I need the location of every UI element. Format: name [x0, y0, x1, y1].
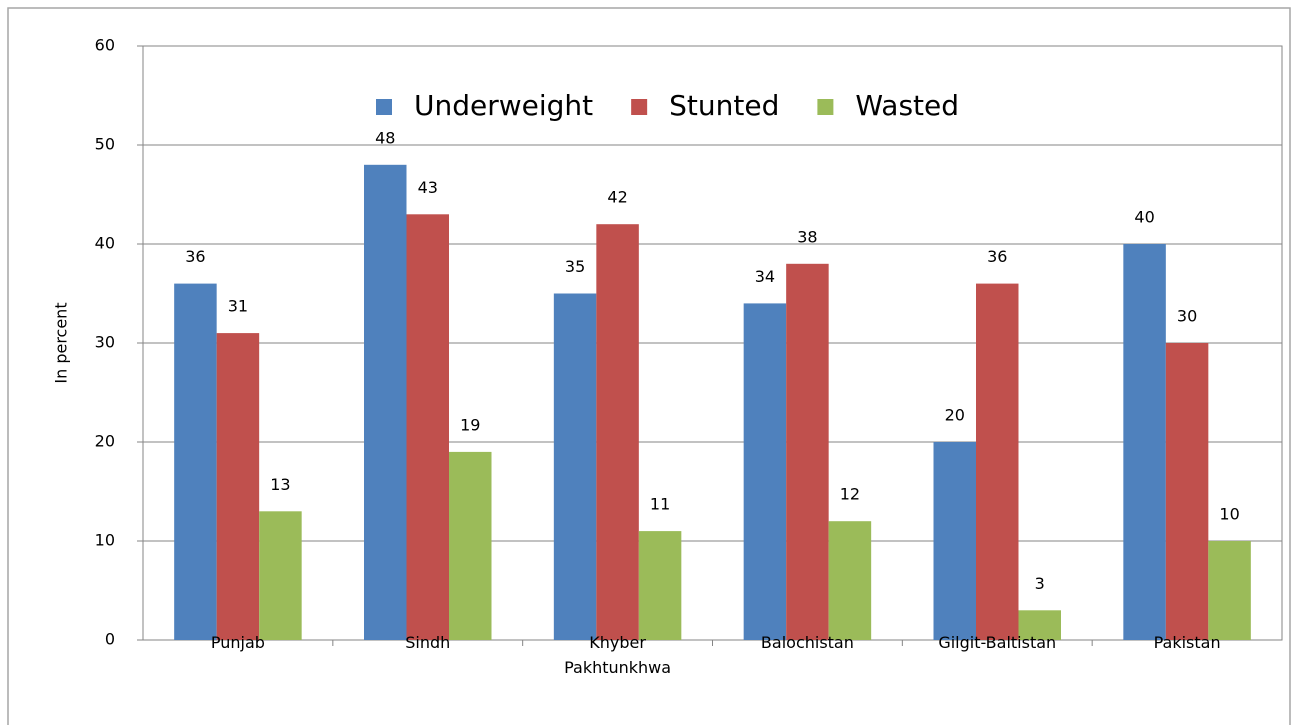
data-label: 11: [650, 495, 670, 514]
data-label: 40: [1134, 208, 1154, 227]
bar: [174, 283, 217, 640]
data-label: 30: [1177, 307, 1197, 326]
legend-label: Underweight: [414, 89, 593, 122]
data-label: 36: [987, 247, 1007, 266]
data-label: 35: [565, 257, 585, 276]
y-tick-label: 40: [95, 234, 115, 253]
legend-swatch: [376, 99, 392, 115]
bar: [933, 442, 976, 640]
bar: [638, 531, 682, 640]
x-tick-label: Khyber Pakhtunkhwa: [564, 633, 672, 677]
y-tick-label: 30: [95, 333, 115, 352]
data-label: 3: [1035, 574, 1045, 593]
bar: [786, 263, 829, 640]
bar: [449, 451, 492, 640]
y-axis-label: In percent: [52, 302, 71, 383]
x-tick-label: Gilgit-Baltistan: [938, 633, 1057, 652]
y-tick-label: 60: [95, 36, 115, 55]
data-label: 34: [755, 267, 775, 286]
data-label: 12: [840, 485, 860, 504]
chart-frame: [7, 7, 1291, 725]
bar: [1123, 244, 1166, 640]
bar: [828, 521, 872, 640]
data-label: 43: [418, 178, 438, 197]
x-tick-label: Sindh: [405, 633, 451, 652]
bar: [1165, 343, 1209, 640]
data-label: 38: [797, 227, 817, 246]
bar: [364, 164, 407, 641]
y-tick-label: 50: [95, 135, 115, 154]
bar: [553, 293, 597, 640]
bar: [259, 511, 302, 640]
legend-label: Stunted: [669, 89, 779, 122]
y-tick-label: 20: [95, 432, 115, 451]
data-label: 20: [945, 406, 965, 425]
data-label: 48: [375, 128, 395, 147]
data-label: 10: [1219, 505, 1239, 524]
y-tick-label: 10: [95, 531, 115, 550]
x-tick-label: Pakistan: [1153, 633, 1221, 652]
bar: [216, 333, 260, 640]
bar: [743, 303, 787, 640]
bar: [406, 214, 449, 641]
data-label: 13: [270, 475, 290, 494]
legend-label: Wasted: [855, 89, 959, 122]
legend-swatch: [631, 99, 648, 115]
legend-swatch: [817, 99, 834, 115]
data-label: 31: [228, 297, 248, 316]
x-tick-label: Punjab: [210, 633, 265, 652]
bar: [1208, 541, 1251, 640]
data-label: 19: [460, 415, 480, 434]
data-label: 36: [185, 247, 205, 266]
bar: [596, 224, 639, 640]
y-tick-label: 0: [105, 630, 115, 649]
bar: [976, 283, 1019, 640]
bar: [1018, 610, 1061, 640]
data-label: 42: [607, 188, 627, 207]
x-tick-label: Balochistan: [760, 633, 854, 652]
